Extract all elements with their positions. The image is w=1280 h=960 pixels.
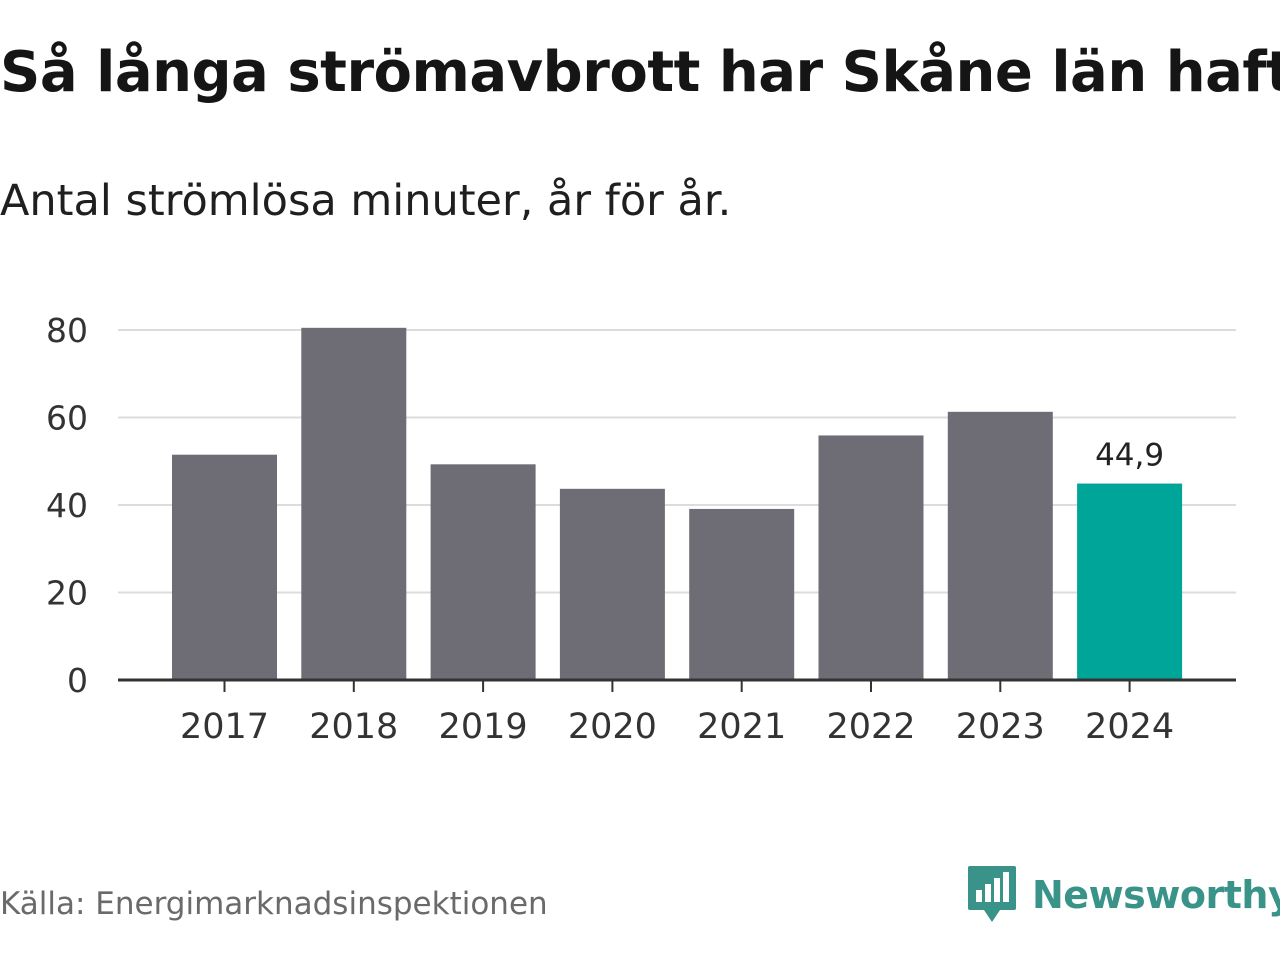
brand-name: Newsworthy — [1032, 873, 1280, 917]
bar-2018 — [301, 327, 407, 680]
bar-2021 — [689, 508, 795, 680]
y-tick-label: 60 — [46, 399, 88, 438]
chart-title: Så långa strömavbrott har Skåne län haft — [0, 40, 1280, 105]
bar-2022 — [818, 435, 924, 680]
gridlines — [118, 329, 1236, 594]
x-tick-label: 2022 — [826, 707, 915, 747]
axes — [118, 678, 1236, 692]
x-tick-label: 2024 — [1085, 707, 1174, 747]
brand-logo: Newsworthy — [966, 864, 1280, 926]
x-tick-label: 2018 — [309, 707, 398, 747]
source-note: Källa: Energimarknadsinspektionen — [0, 886, 548, 922]
bar-2019 — [430, 464, 536, 680]
bar-2017 — [172, 454, 277, 680]
data-label: 44,9 — [1095, 438, 1164, 474]
bar-chart-speech-bubble-icon — [968, 866, 1016, 922]
x-tick-label: 2020 — [568, 707, 657, 747]
y-tick-label: 40 — [46, 486, 88, 525]
x-tick-label: 2019 — [439, 707, 528, 747]
y-tick-label: 0 — [67, 661, 88, 700]
bar-2024 — [1077, 483, 1183, 680]
x-tick-label: 2017 — [180, 707, 269, 747]
bar-2023 — [947, 411, 1053, 680]
bars — [172, 327, 1183, 680]
x-tick-label: 2021 — [697, 707, 786, 747]
chart-subtitle: Antal strömlösa minuter, år för år. — [0, 176, 732, 226]
x-tick-label: 2023 — [956, 707, 1045, 747]
bar-2020 — [559, 488, 665, 680]
labels: 0 20 40 60 80 2017 2018 2019 2020 2021 2022 2023 202… — [46, 311, 1174, 747]
y-tick-label: 20 — [46, 574, 88, 613]
y-tick-label: 80 — [46, 311, 88, 350]
